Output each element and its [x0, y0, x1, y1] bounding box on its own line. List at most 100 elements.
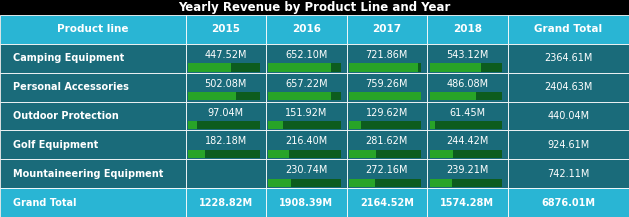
Bar: [349, 121, 362, 129]
Text: Personal Accessories: Personal Accessories: [13, 82, 129, 92]
Bar: [269, 92, 331, 100]
Text: 924.61M: 924.61M: [547, 140, 589, 150]
Text: 1574.28M: 1574.28M: [440, 197, 494, 208]
Bar: [347, 44, 427, 73]
Text: 447.52M: 447.52M: [204, 50, 247, 60]
Bar: [347, 188, 427, 217]
Text: 244.42M: 244.42M: [446, 136, 489, 146]
Bar: [188, 150, 260, 158]
Bar: [269, 63, 331, 72]
Text: 1908.39M: 1908.39M: [279, 197, 333, 208]
Text: 2364.61M: 2364.61M: [544, 53, 593, 63]
Text: 182.18M: 182.18M: [204, 136, 247, 146]
Bar: [349, 179, 421, 187]
Bar: [188, 63, 231, 72]
Bar: [186, 73, 266, 102]
Bar: [266, 44, 347, 73]
Text: 216.40M: 216.40M: [285, 136, 328, 146]
Bar: [508, 73, 629, 102]
Bar: [347, 159, 427, 188]
Bar: [0, 44, 186, 73]
Bar: [347, 102, 427, 130]
Bar: [188, 92, 236, 100]
Bar: [266, 73, 347, 102]
Bar: [349, 121, 421, 129]
Text: Yearly Revenue by Product Line and Year: Yearly Revenue by Product Line and Year: [178, 1, 451, 14]
Bar: [266, 159, 347, 188]
Bar: [347, 73, 427, 102]
Bar: [269, 92, 341, 100]
Text: Camping Equipment: Camping Equipment: [13, 53, 125, 63]
Bar: [188, 121, 260, 129]
Text: 61.45M: 61.45M: [449, 107, 486, 118]
Text: 486.08M: 486.08M: [447, 79, 488, 89]
Bar: [427, 44, 508, 73]
Text: 759.26M: 759.26M: [365, 79, 408, 89]
Bar: [427, 102, 508, 130]
Bar: [427, 188, 508, 217]
Bar: [430, 150, 502, 158]
Bar: [0, 15, 186, 44]
Bar: [186, 130, 266, 159]
Text: 239.21M: 239.21M: [446, 165, 489, 175]
Bar: [269, 121, 341, 129]
Text: 2015: 2015: [211, 24, 240, 35]
Text: 440.04M: 440.04M: [547, 111, 589, 121]
Bar: [349, 63, 418, 72]
Bar: [427, 73, 508, 102]
Bar: [269, 150, 289, 158]
Text: Outdoor Protection: Outdoor Protection: [13, 111, 119, 121]
Bar: [430, 121, 435, 129]
Text: Product line: Product line: [57, 24, 128, 35]
Bar: [508, 44, 629, 73]
Bar: [186, 102, 266, 130]
Bar: [430, 121, 502, 129]
Bar: [349, 150, 421, 158]
Text: Grand Total: Grand Total: [534, 24, 603, 35]
Bar: [0, 130, 186, 159]
Text: 2404.63M: 2404.63M: [544, 82, 593, 92]
Bar: [0, 102, 186, 130]
Text: 272.16M: 272.16M: [365, 165, 408, 175]
Bar: [266, 102, 347, 130]
Bar: [508, 159, 629, 188]
Bar: [430, 179, 502, 187]
Bar: [186, 15, 266, 44]
Bar: [430, 92, 502, 100]
Bar: [349, 150, 376, 158]
Bar: [188, 63, 260, 72]
Text: Golf Equipment: Golf Equipment: [13, 140, 98, 150]
Bar: [430, 92, 476, 100]
Text: 502.08M: 502.08M: [204, 79, 247, 89]
Text: 129.62M: 129.62M: [365, 107, 408, 118]
Text: 2018: 2018: [453, 24, 482, 35]
Bar: [269, 179, 291, 187]
Text: 657.22M: 657.22M: [285, 79, 328, 89]
Text: 2164.52M: 2164.52M: [360, 197, 414, 208]
Bar: [186, 188, 266, 217]
Bar: [349, 179, 375, 187]
Text: 230.74M: 230.74M: [285, 165, 328, 175]
Bar: [0, 0, 629, 15]
Bar: [188, 150, 205, 158]
Bar: [269, 179, 341, 187]
Bar: [269, 150, 341, 158]
Bar: [0, 188, 186, 217]
Bar: [347, 130, 427, 159]
Text: Grand Total: Grand Total: [13, 197, 77, 208]
Bar: [349, 63, 421, 72]
Bar: [186, 44, 266, 73]
Text: Mountaineering Equipment: Mountaineering Equipment: [13, 169, 164, 179]
Bar: [0, 159, 186, 188]
Bar: [269, 63, 341, 72]
Bar: [427, 159, 508, 188]
Bar: [508, 15, 629, 44]
Text: 2016: 2016: [292, 24, 321, 35]
Bar: [266, 15, 347, 44]
Bar: [349, 92, 421, 100]
Bar: [430, 179, 452, 187]
Text: 6876.01M: 6876.01M: [542, 197, 595, 208]
Bar: [266, 188, 347, 217]
Bar: [0, 73, 186, 102]
Bar: [430, 63, 502, 72]
